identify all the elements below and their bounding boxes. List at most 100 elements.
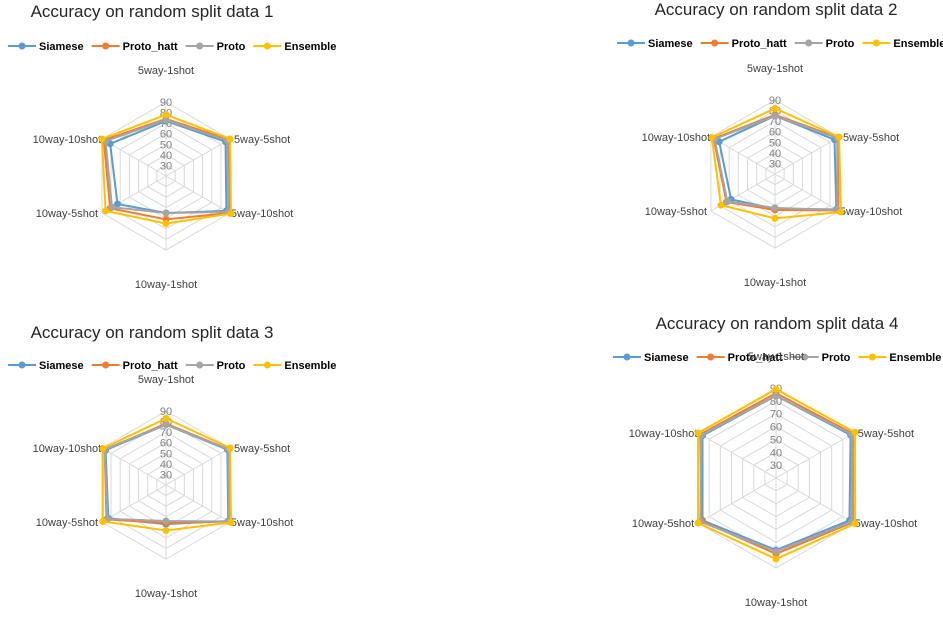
data-point [162,421,170,429]
data-point [162,220,170,228]
legend-marker [196,361,204,369]
r-tick-label: 50 [769,137,781,149]
legend-marker [18,361,26,369]
r-tick-label: 30 [769,158,781,170]
legend-label: Ensemble [893,38,943,50]
legend-item-proto: Proto [185,360,246,372]
legend-marker [102,42,110,50]
legend-label: Siamese [39,41,84,53]
legend-marker [627,39,635,47]
r-tick-label: 50 [160,448,172,460]
legend-item-proto-hatt: Proto_hatt [700,38,787,50]
grid-spoke [697,477,777,524]
category-label: 10way-1shot [135,588,197,600]
legend-item-proto-hatt: Proto_hatt [91,41,178,53]
legend-marker [623,353,631,361]
r-tick-label: 40 [160,150,172,162]
legend-marker [263,361,271,369]
legend-label: Proto [217,41,246,53]
data-point [162,111,170,119]
data-point [162,517,170,525]
data-point [835,133,843,141]
r-tick-label: 90 [160,97,172,109]
category-label: 5way-10shot [855,518,917,530]
r-tick-label: 40 [769,148,781,160]
category-label: 5way-1shot [747,63,803,75]
grid-spoke [101,447,167,486]
legend: Siamese Proto_hatt Proto Ensemble [8,360,336,372]
r-tick-label: 50 [160,139,172,151]
r-tick-label: 60 [160,438,172,450]
data-point [102,207,110,215]
category-label: 5way-10shot [231,517,293,529]
r-tick-label: 60 [160,129,172,141]
legend-item-siamese: Siamese [8,360,84,372]
radar-chart-2: Accuracy on random split data 2 Siamese Pr… [617,0,943,289]
category-label: 10way-5shot [36,208,98,220]
category-label: 5way-5shot [843,132,899,144]
legend-marker [711,39,719,47]
category-label: 10way-10shot [642,132,711,144]
grid-spoke [165,175,231,214]
legend-item-ensemble: Ensemble [253,360,336,372]
legend-label: Proto [826,38,855,50]
data-point [723,197,731,205]
legend-marker [707,353,715,361]
r-tick-label: 30 [160,160,172,172]
legend-item-proto: Proto [790,352,851,364]
data-point [162,526,170,534]
data-point [227,519,235,527]
category-label: 10way-5shot [632,518,694,530]
data-point [851,428,859,436]
legend-label: Siamese [644,352,689,364]
chart-title: Accuracy on random split data 2 [655,0,898,19]
r-tick-label: 40 [770,447,782,459]
data-point [694,429,702,437]
data-point [162,414,170,422]
legend-label: Proto [217,360,246,372]
legend-item-ensemble: Ensemble [253,41,336,53]
legend-marker [102,361,110,369]
grid-spoke [775,432,855,479]
chart-title: Accuracy on random split data 4 [656,314,899,333]
category-label: 5way-5shot [858,428,914,440]
category-label: 10way-10shot [33,134,102,146]
r-tick-label: 40 [160,459,172,471]
category-label: 5way-1shot [138,374,194,386]
r-tick-label: 80 [770,396,782,408]
r-tick-label: 30 [160,469,172,481]
r-tick-label: 70 [160,427,172,439]
data-point [771,104,779,112]
radar-chart-3: Accuracy on random split data 3 Siamese Pr… [8,323,336,600]
data-point [708,134,716,142]
legend-item-siamese: Siamese [617,38,693,50]
legend-label: Ensemble [284,360,336,372]
data-point [99,517,107,525]
category-label: 10way-1shot [744,277,806,289]
legend: Siamese Proto_hatt Proto Ensemble [617,38,943,50]
legend-label: Ensemble [284,41,336,53]
data-point [99,445,107,453]
legend-label: Proto_hatt [123,41,178,53]
legend-item-proto-hatt: Proto_hatt [91,360,178,372]
category-label: 5way-5shot [234,134,290,146]
legend-marker [805,39,813,47]
grid-spoke [165,447,231,486]
legend-item-siamese: Siamese [613,352,689,364]
data-point [98,135,106,143]
category-label: 10way-10shot [33,443,102,455]
r-tick-label: 70 [769,116,781,128]
legend-item-proto-hatt: Proto_hatt [696,352,783,364]
legend-label: Proto_hatt [123,360,178,372]
data-point [772,392,780,400]
radar-chart-4: Accuracy on random split data 4 Siamese Pr… [613,314,941,609]
category-label: 10way-5shot [36,517,98,529]
legend-marker [196,42,204,50]
legend-item-proto: Proto [185,41,246,53]
data-point [837,208,845,216]
legend-marker [868,353,876,361]
legend-marker [18,42,26,50]
legend-label: Ensemble [889,352,941,364]
grid-spoke [775,477,855,524]
